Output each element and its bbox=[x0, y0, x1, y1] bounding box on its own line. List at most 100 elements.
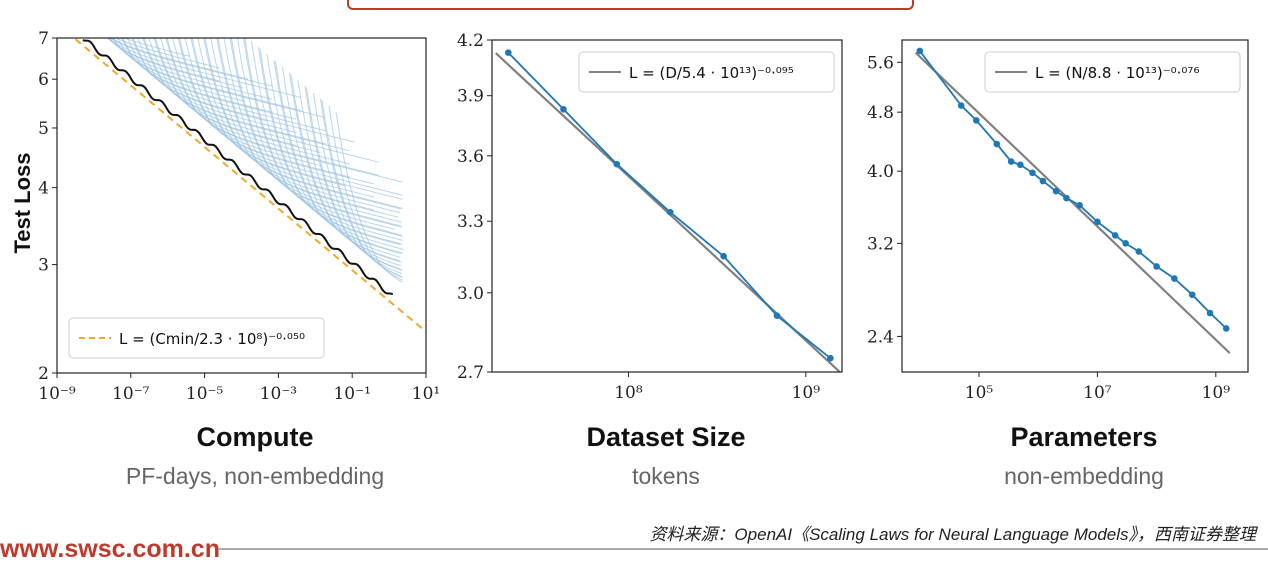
training-curve bbox=[131, 38, 355, 143]
data-point bbox=[560, 105, 567, 113]
panel-2-series bbox=[914, 47, 1231, 354]
chart-0-legend: L = (Cmin/2.3 · 10⁸)⁻⁰·⁰⁵⁰ bbox=[68, 317, 325, 359]
training-curve bbox=[117, 38, 244, 102]
data-point bbox=[613, 160, 621, 168]
dataset-title: Dataset Size bbox=[586, 422, 746, 452]
x-tick-label: 10⁻⁷ bbox=[112, 384, 150, 404]
chart-2-axes: 2.4 3.2 4.0 4.8 5.6 10⁵ 10⁷ 10⁹ bbox=[867, 39, 1249, 403]
training-curve bbox=[197, 38, 375, 198]
dataset-subtitle: tokens bbox=[632, 463, 700, 489]
training-curve bbox=[184, 38, 403, 196]
panel-1-series bbox=[495, 49, 842, 372]
training-curve bbox=[165, 38, 379, 176]
training-curve bbox=[244, 38, 404, 237]
data-point bbox=[773, 312, 781, 320]
data-point bbox=[720, 252, 727, 260]
data-point bbox=[1153, 263, 1160, 270]
data-point bbox=[1206, 309, 1214, 317]
training-curve bbox=[204, 38, 402, 210]
parameters-subtitle: non-embedding bbox=[1004, 463, 1164, 489]
chart-0-axes: 2 3 4 5 6 7 10⁻⁹ 10⁻⁷ 10⁻⁵ 10⁻³ 10⁻¹ 10¹ bbox=[38, 29, 440, 404]
training-curve bbox=[160, 38, 350, 165]
data-line bbox=[919, 50, 1227, 330]
data-point bbox=[1222, 325, 1230, 332]
training-curve bbox=[259, 48, 401, 246]
legend-label: L = (D/5.4 · 10¹³)⁻⁰·⁰⁹⁵ bbox=[629, 64, 794, 82]
plot-frame bbox=[901, 39, 1249, 373]
website-link[interactable]: www.swsc.com.cn bbox=[0, 535, 220, 563]
training-curve bbox=[114, 38, 220, 69]
x-tick-label: 10⁷ bbox=[1083, 383, 1112, 403]
data-point bbox=[916, 47, 924, 55]
data-point bbox=[1039, 177, 1047, 185]
y-tick-label: 4 bbox=[38, 179, 49, 199]
training-curve bbox=[297, 80, 402, 267]
y-tick-label: 3 bbox=[38, 256, 49, 276]
data-point bbox=[504, 49, 512, 56]
x-tick-label: 10⁻³ bbox=[260, 384, 297, 404]
x-tick-label: 10⁻⁹ bbox=[38, 384, 76, 404]
y-tick-label: 3.9 bbox=[457, 87, 484, 107]
training-curve bbox=[142, 38, 326, 145]
fit-line bbox=[914, 51, 1231, 354]
data-point bbox=[1111, 232, 1119, 239]
top-accent-bar bbox=[347, 0, 914, 10]
training-curve bbox=[112, 38, 302, 112]
y-tick-label: 6 bbox=[38, 70, 49, 90]
x-tick-label: 10⁵ bbox=[965, 383, 994, 403]
training-curve bbox=[266, 54, 404, 250]
training-curve bbox=[237, 38, 395, 230]
y-tick-label: 2 bbox=[38, 364, 49, 384]
training-curve bbox=[217, 38, 399, 218]
data-point bbox=[1122, 240, 1129, 247]
training-curve bbox=[126, 38, 326, 132]
training-curve bbox=[172, 38, 321, 167]
data-point bbox=[993, 140, 1001, 148]
plot-frame bbox=[491, 39, 843, 373]
data-point bbox=[1007, 158, 1015, 165]
training-curve bbox=[153, 38, 297, 147]
x-tick-label: 10⁻⁵ bbox=[186, 384, 224, 404]
data-point bbox=[666, 208, 674, 216]
data-point bbox=[973, 117, 980, 124]
training-curve bbox=[251, 41, 403, 241]
plot-frame bbox=[56, 37, 427, 374]
training-curve bbox=[121, 38, 273, 113]
footer-divider bbox=[218, 548, 1268, 550]
y-tick-label: 3.2 bbox=[867, 234, 894, 254]
training-curve bbox=[106, 38, 220, 82]
chart-1-legend: L = (D/5.4 · 10¹³)⁻⁰·⁰⁹⁵ bbox=[578, 51, 835, 93]
compute-subtitle: PF-days, non-embedding bbox=[125, 463, 385, 489]
training-curve bbox=[108, 38, 273, 100]
training-curve bbox=[143, 38, 350, 152]
legend-box bbox=[68, 317, 325, 359]
training-curve bbox=[216, 38, 375, 211]
data-point bbox=[1076, 201, 1083, 209]
training-curve bbox=[210, 38, 401, 214]
compute-fit-line bbox=[72, 38, 426, 333]
training-curve bbox=[177, 38, 351, 178]
training-curve bbox=[132, 38, 268, 122]
training-curve bbox=[109, 38, 249, 80]
x-tick-label: 10¹ bbox=[412, 384, 440, 404]
legend-label: L = (Cmin/2.3 · 10⁸)⁻⁰·⁰⁵⁰ bbox=[119, 330, 305, 348]
training-curve bbox=[166, 38, 403, 183]
y-tick-label: 5.6 bbox=[867, 53, 894, 73]
data-point bbox=[957, 102, 965, 109]
training-curve bbox=[328, 105, 404, 281]
y-tick-label: 5 bbox=[38, 119, 49, 139]
training-curve bbox=[190, 38, 403, 200]
chart-1-axes: 2.7 3.0 3.3 3.6 3.9 4.2 10⁸ 10⁹ bbox=[457, 31, 843, 403]
x-tick-label: 10⁹ bbox=[792, 383, 821, 403]
data-point bbox=[1188, 291, 1196, 299]
training-curve bbox=[305, 87, 403, 271]
data-point bbox=[827, 354, 834, 362]
data-point bbox=[1063, 194, 1070, 202]
legend-box bbox=[984, 51, 1241, 93]
legend-box bbox=[578, 51, 835, 93]
y-tick-label: 3.0 bbox=[457, 284, 484, 304]
training-curve bbox=[106, 38, 244, 89]
x-tick-label: 10⁻¹ bbox=[333, 384, 370, 404]
training-curve bbox=[137, 38, 297, 133]
